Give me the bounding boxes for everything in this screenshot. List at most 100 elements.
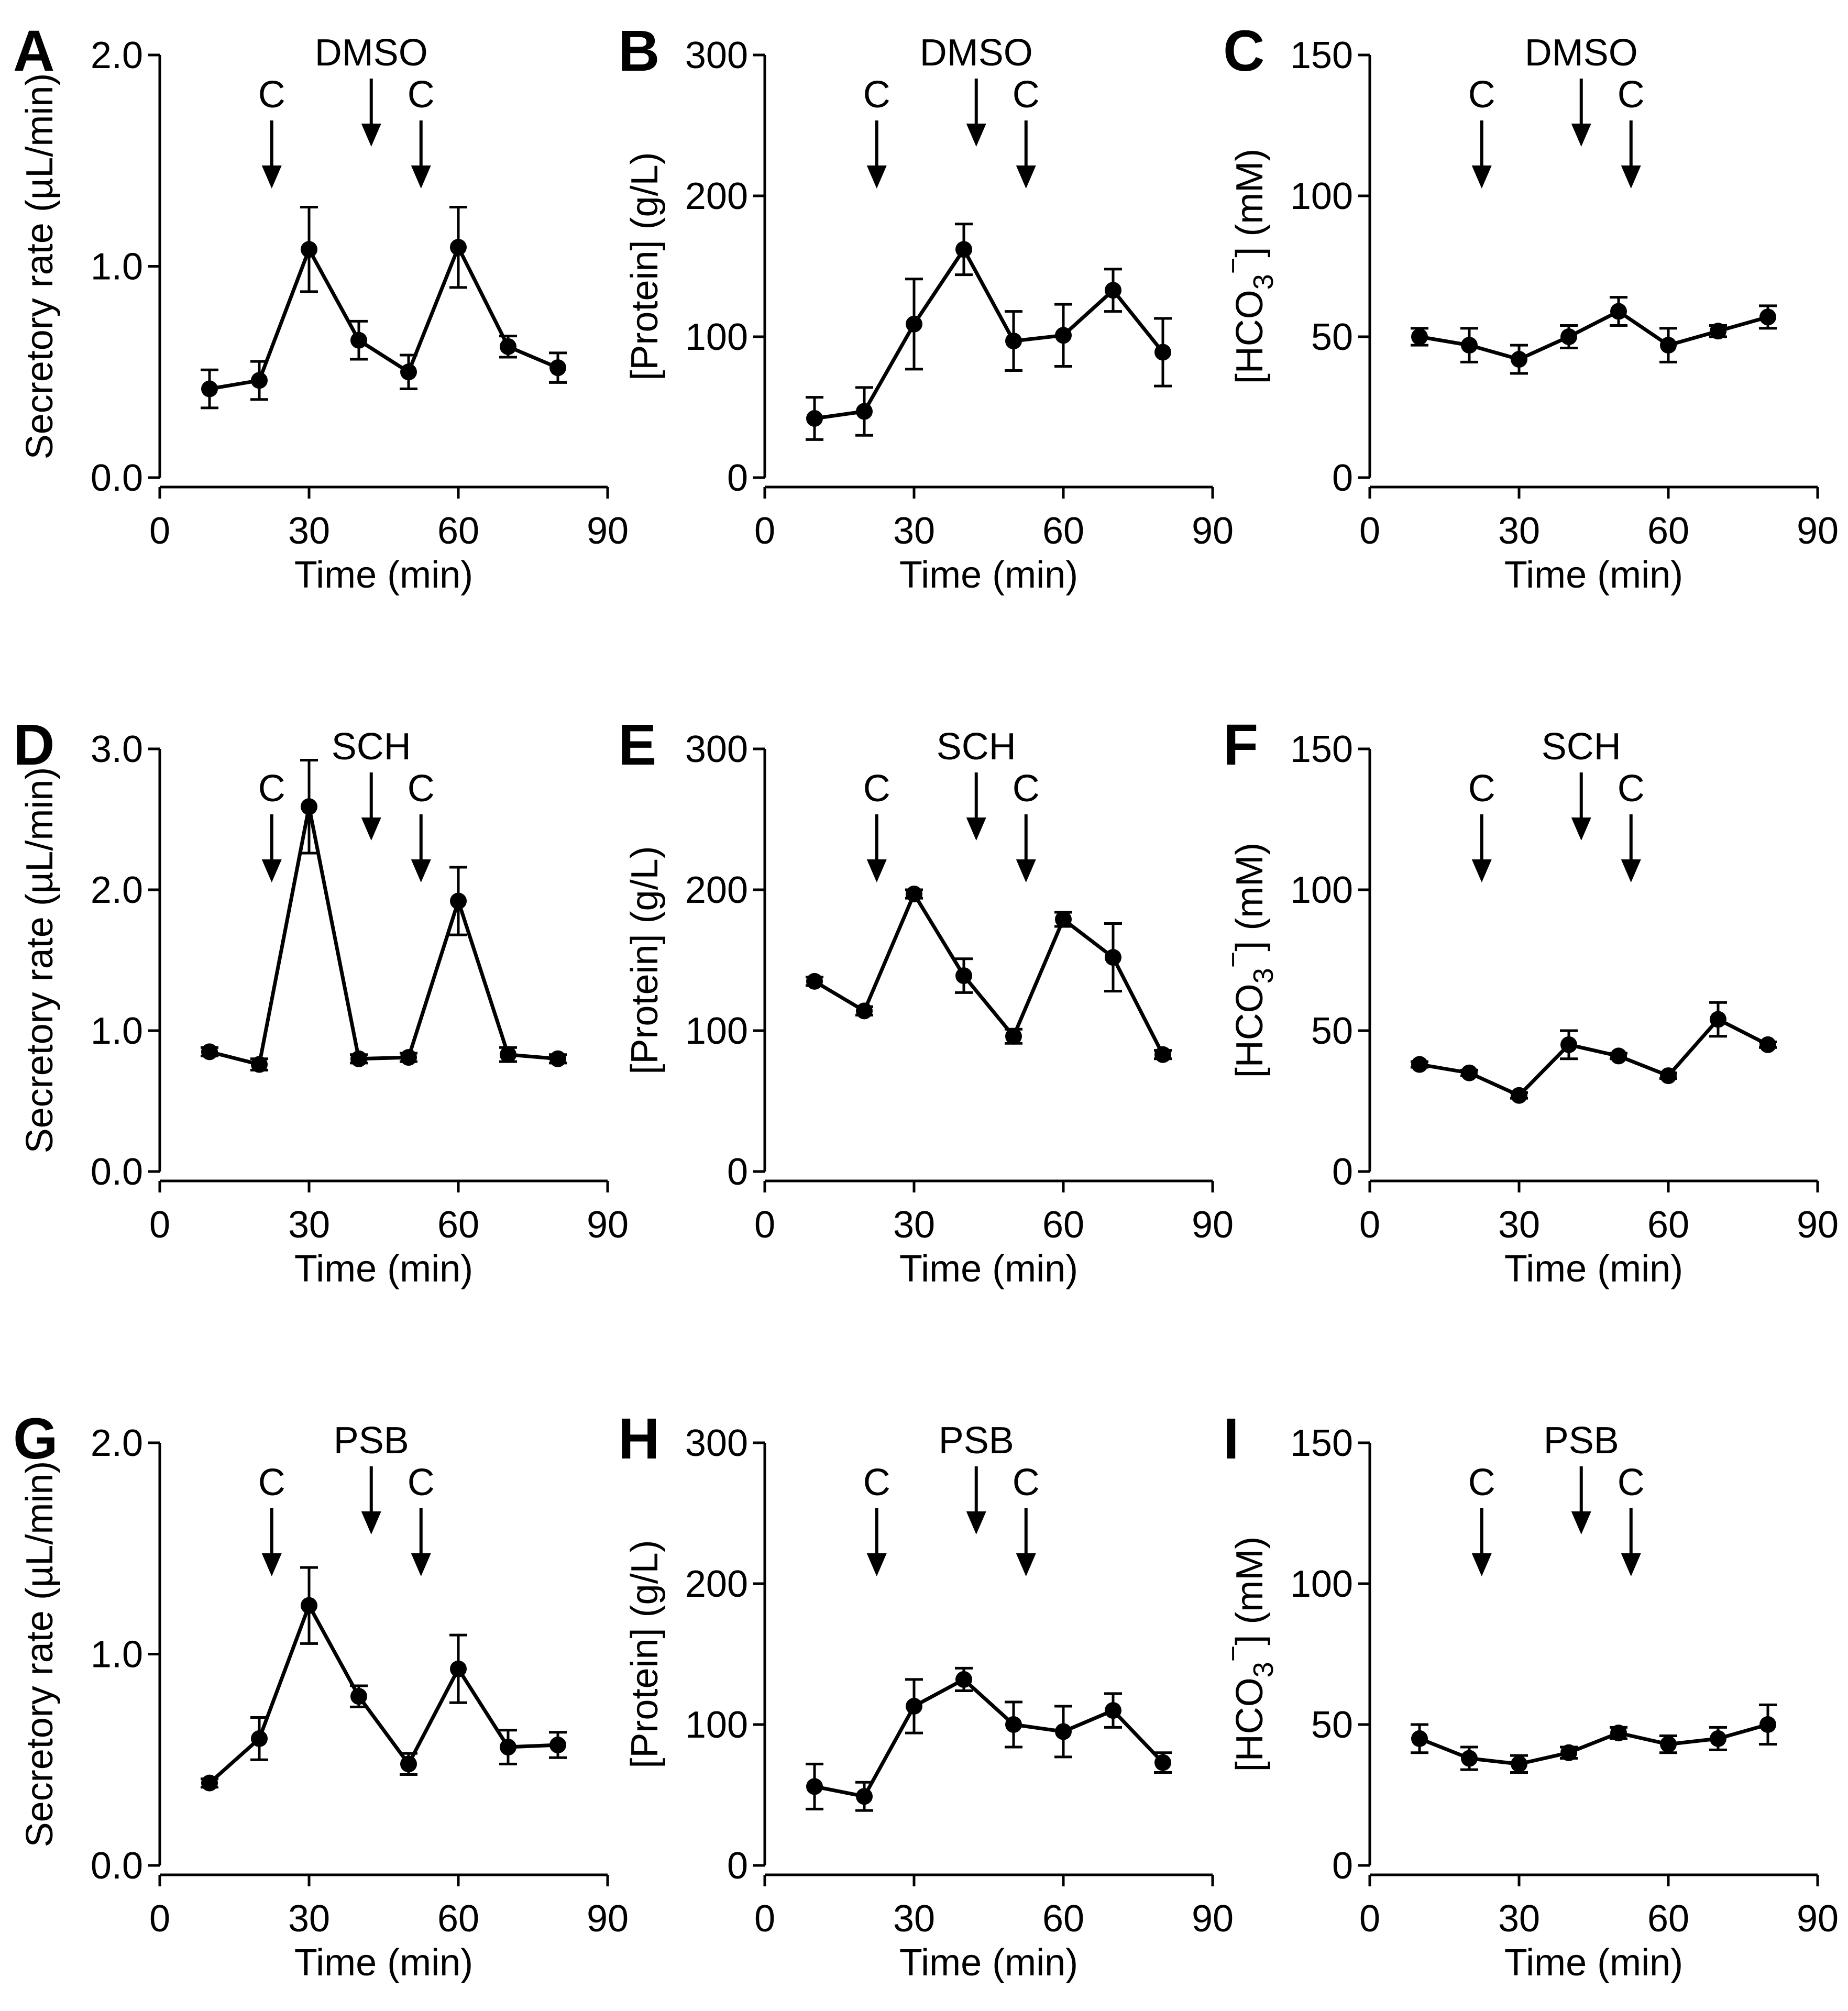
y-axis-title-main: [HCO	[1229, 1677, 1271, 1772]
panel-g: G 0.0 1.0 2.0 0 30 60 90 Time (min) Secretory rat…	[13, 1407, 629, 1984]
arrow-label: C	[408, 768, 435, 810]
y-axis-title-main: [HCO	[1229, 984, 1271, 1078]
data-point	[1461, 1064, 1478, 1081]
arrow-head	[1471, 165, 1492, 189]
treatment-label: DMSO	[1525, 32, 1638, 74]
arrow-label: C	[1013, 1462, 1040, 1504]
data-point	[906, 1698, 922, 1715]
series-line	[1419, 309, 1768, 361]
panel-letter: G	[13, 1407, 58, 1471]
arrow-head	[1016, 859, 1036, 882]
y-tick-label: 0	[1332, 457, 1353, 499]
y-tick-label: 1.0	[91, 1634, 143, 1676]
treatment-label: PSB	[939, 1420, 1014, 1462]
data-point	[1005, 1716, 1022, 1733]
data-point	[301, 798, 317, 815]
series-line	[1419, 1017, 1769, 1098]
y-axis-title: Secretory rate (µL/min)	[19, 73, 61, 460]
arrow-label: C	[1013, 768, 1040, 810]
data-point	[906, 315, 922, 333]
panel-letter: I	[1223, 1407, 1239, 1471]
data-point	[1005, 1027, 1022, 1045]
panel-letter: B	[618, 19, 659, 83]
x-tick-label: 60	[1042, 510, 1084, 552]
data-point	[1560, 328, 1577, 345]
data-point	[1461, 337, 1478, 354]
x-axis-title: Time (min)	[1504, 1942, 1683, 1984]
arrow-head	[261, 165, 282, 189]
data-point	[1105, 949, 1121, 966]
data-point	[1055, 911, 1072, 928]
series-line	[208, 1601, 558, 1785]
data-point	[1660, 1736, 1677, 1753]
y-axis-title-tail: ] (mM)	[1229, 1537, 1271, 1645]
series-line	[813, 890, 1165, 1056]
y-tick-label: 0.0	[91, 457, 143, 499]
data-point	[1610, 1047, 1627, 1065]
x-tick-label: 90	[587, 1898, 629, 1940]
y-tick-label: 200	[685, 1563, 748, 1605]
data-point	[1759, 1036, 1776, 1053]
x-tick-label: 30	[288, 1204, 330, 1246]
data-point	[549, 1737, 566, 1754]
data-point	[500, 1046, 516, 1063]
arrow-head	[1621, 859, 1641, 882]
panel-e: E 0 100 200 300 0 30 60 90 Time (min) [Protein] (g…	[618, 713, 1234, 1290]
data-point	[549, 359, 566, 377]
x-tick-label: 30	[1498, 1898, 1540, 1940]
arrow-head	[1471, 1553, 1492, 1576]
data-point	[856, 403, 873, 420]
panel-letter: A	[13, 19, 54, 83]
arrow-label: C	[408, 74, 435, 116]
data-point	[955, 1671, 972, 1688]
arrow-label: C	[1468, 74, 1495, 116]
x-tick-label: 0	[754, 1204, 775, 1246]
arrow-head	[1621, 165, 1641, 189]
x-tick-label: 60	[1647, 1898, 1689, 1940]
arrow-head	[1621, 1553, 1641, 1576]
arrow-head	[866, 1553, 887, 1576]
data-point	[1660, 337, 1677, 354]
arrow-label: C	[1468, 1462, 1495, 1504]
arrow-head	[866, 859, 887, 882]
series-line	[209, 242, 559, 391]
y-tick-label: 300	[685, 35, 748, 76]
arrow-head	[411, 1553, 431, 1576]
y-tick-label: 2.0	[91, 1422, 143, 1464]
data-point	[806, 1778, 823, 1795]
y-tick-label: 150	[1290, 1422, 1353, 1464]
arrow-label: C	[1618, 768, 1645, 810]
y-axis-title-main: [HCO	[1229, 290, 1271, 384]
y-tick-label: 0.0	[91, 1845, 143, 1887]
treatment-label: DMSO	[315, 32, 428, 74]
data-point	[1759, 1716, 1776, 1733]
y-axis-title: Secretory rate (µL/min)	[19, 1461, 61, 1848]
x-tick-label: 90	[587, 1204, 629, 1246]
panel-letter: H	[618, 1407, 659, 1471]
x-tick-label: 60	[1647, 1204, 1689, 1246]
data-point	[350, 1050, 367, 1067]
data-point	[450, 239, 467, 256]
data-point	[1105, 282, 1121, 299]
y-tick-label: 200	[685, 869, 748, 911]
data-point	[1759, 308, 1776, 326]
arrow-label: C	[863, 768, 890, 810]
x-axis-title: Time (min)	[1504, 554, 1683, 596]
data-point	[251, 1056, 268, 1073]
data-point	[1511, 1087, 1527, 1104]
arrow-head	[361, 1511, 381, 1534]
data-point	[201, 1774, 218, 1792]
arrow-head	[966, 1511, 986, 1534]
y-tick-label: 0.0	[91, 1151, 143, 1193]
data-point	[1710, 1730, 1726, 1747]
treatment-label: SCH	[1542, 726, 1621, 768]
panel-c: C 0 50 100 150 0 30 60 90 Time (min) [HCO3−] (mM) D…	[1217, 19, 1839, 596]
x-tick-label: 60	[1042, 1204, 1084, 1246]
x-tick-label: 60	[437, 1898, 479, 1940]
data-point	[350, 332, 367, 349]
y-tick-label: 300	[685, 1422, 748, 1464]
y-axis-title: [Protein] (g/L)	[624, 846, 666, 1074]
data-point	[201, 1043, 218, 1060]
arrow-head	[966, 124, 986, 147]
data-point	[1560, 1036, 1577, 1053]
